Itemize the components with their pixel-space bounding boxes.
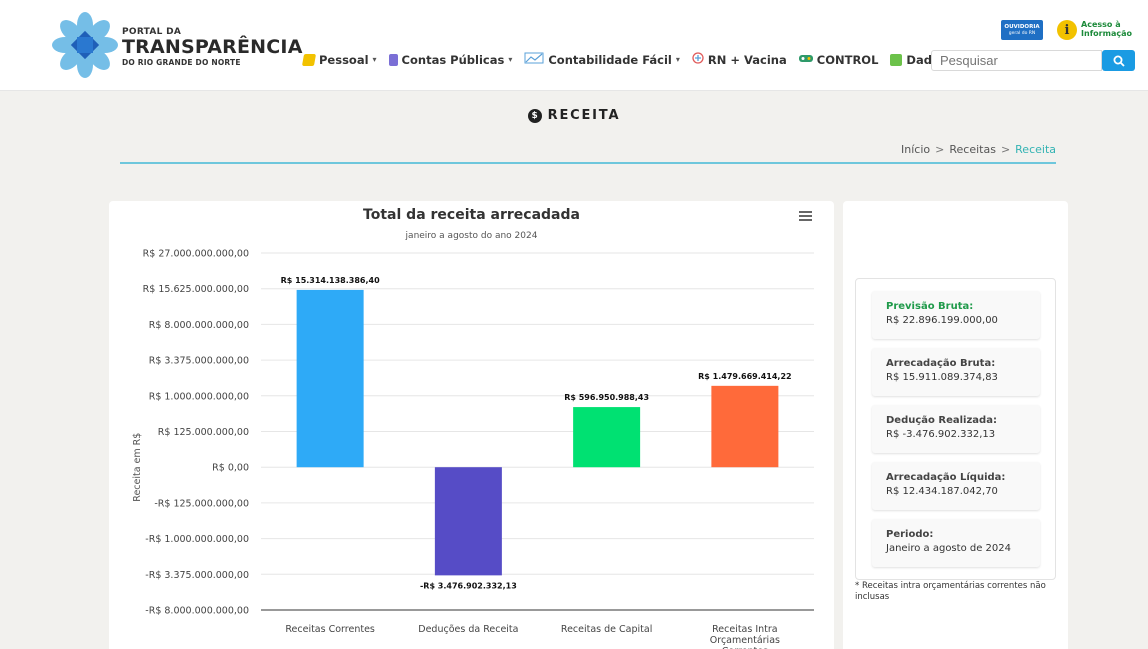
chevron-down-icon: ▾ [372,55,377,64]
y-axis-label: Receita em R$ [132,433,143,502]
stat-value: R$ 15.911.089.374,83 [886,372,998,383]
y-tick-label: -R$ 8.000.000.000,00 [145,606,249,617]
summary-card: Previsão Bruta: R$ 22.896.199.000,00 Arr… [843,201,1068,649]
search-icon [1113,55,1125,67]
ouvidoria-line2: geral do RN [1008,30,1036,36]
nav-item-control[interactable]: CONTROL [798,52,879,67]
x-category-label: Receitas de Capital [561,624,652,635]
y-tick-label: -R$ 3.375.000.000,00 [145,570,249,581]
data-label: R$ 15.314.138.386,40 [281,276,380,285]
logo-line1: PORTAL DA [122,27,182,37]
summary-panel: Previsão Bruta: R$ 22.896.199.000,00 Arr… [855,278,1056,580]
search-button[interactable] [1102,50,1135,71]
info-icon: i [1057,20,1078,40]
breadcrumb-separator-icon: > [1000,143,1011,156]
person-badge-icon [301,53,317,66]
nav-label: Pessoal [319,52,369,67]
y-tick-label: R$ 0,00 [212,463,249,474]
breadcrumb: Início > Receitas > Receita [901,143,1056,156]
y-tick-label: R$ 3.375.000.000,00 [149,356,249,367]
logo-line3: DO RIO GRANDE DO NORTE [122,58,241,67]
control-icon [798,52,813,67]
data-label: R$ 1.479.669.414,22 [698,372,791,381]
stat-value: R$ -3.476.902.332,13 [886,429,996,440]
stat-label: Arrecadação Bruta: [886,358,996,369]
stat-arrecadacao-liquida: Arrecadação Líquida: R$ 12.434.187.042,7… [872,462,1040,510]
breadcrumb-item-receita: Receita [1015,143,1056,156]
portal-logo-text[interactable]: PORTAL DA TRANSPARÊNCIA DO RIO GRANDE DO… [122,28,303,67]
stat-deducao-realizada: Dedução Realizada: R$ -3.476.902.332,13 [872,405,1040,453]
y-tick-label: R$ 1.000.000.000,00 [149,391,249,402]
nav-label: Contabilidade Fácil [548,52,672,67]
acesso-line1: Acesso à [1081,20,1121,30]
chart-card: Total da receita arrecadada janeiro a ag… [109,201,834,649]
x-category-label: Correntes [722,646,768,649]
stat-value: R$ 12.434.187.042,70 [886,486,998,497]
acesso-line2: Informação [1081,29,1132,38]
summary-note: * Receitas intra orçamentárias correntes… [855,581,1046,603]
header: PORTAL DA TRANSPARÊNCIA DO RIO GRANDE DO… [0,0,1148,91]
page-title: $ RECEITA [0,108,1148,123]
top-badges: OUVIDORIA geral do RN i Acesso à Informa… [1001,20,1132,40]
chevron-down-icon: ▾ [508,55,513,64]
stat-label: Previsão Bruta: [886,301,974,312]
stat-periodo: Periodo: Janeiro a agosto de 2024 [872,519,1040,567]
money-icon: $ [527,108,542,123]
document-icon [388,53,398,66]
bar-3 [573,407,641,468]
ouvidoria-line1: OUVIDORIA [1004,24,1040,30]
chart-line-icon [524,52,544,67]
logo-line2: TRANSPARÊNCIA [122,36,303,58]
vaccine-icon [692,52,704,67]
y-tick-label: R$ 27.000.000.000,00 [143,249,249,260]
stat-label: Arrecadação Líquida: [886,472,1006,483]
nav-item-pessoal[interactable]: Pessoal ▾ [301,52,377,67]
y-tick-label: -R$ 1.000.000.000,00 [145,534,249,545]
chart-menu-icon[interactable] [799,211,812,221]
y-tick-label: R$ 8.000.000.000,00 [149,320,249,331]
chevron-down-icon: ▾ [675,55,680,64]
stat-label: Periodo: [886,529,934,540]
bar-2 [434,467,502,576]
title-divider [120,162,1056,164]
data-label: -R$ 3.476.902.332,13 [420,581,517,590]
breadcrumb-item-receitas[interactable]: Receitas [949,143,996,156]
data-label: R$ 596.950.988,43 [564,393,649,402]
stat-arrecadacao-bruta: Arrecadação Bruta: R$ 15.911.089.374,83 [872,348,1040,396]
stat-value: Janeiro a agosto de 2024 [886,543,1011,554]
stat-value: R$ 22.896.199.000,00 [886,315,998,326]
y-tick-label: R$ 125.000.000,00 [158,427,249,438]
nav-label: CONTROL [816,52,879,67]
nav-item-contabilidade-facil[interactable]: Contabilidade Fácil ▾ [524,52,680,67]
chart-subtitle: janeiro a agosto do ano 2024 [405,231,538,241]
search-input[interactable] [931,50,1102,71]
x-category-label: Deduções da Receita [418,624,518,635]
nav-label: Contas Públicas [401,52,505,67]
chart-title: Total da receita arrecadada [363,207,580,223]
ouvidoria-link[interactable]: OUVIDORIA geral do RN [1001,20,1044,40]
revenue-bar-chart: R$ 27.000.000.000,00 R$ 15.625.000.000,00… [132,249,814,649]
nav-label: RN + Vacina [707,52,787,67]
acesso-informacao-link[interactable]: i Acesso à Informação [1057,20,1132,40]
breadcrumb-item-inicio[interactable]: Início [901,143,931,156]
nav-item-rn-vacina[interactable]: RN + Vacina [692,52,787,67]
x-category-label: Receitas Intra [712,624,778,635]
main-nav: Pessoal ▾ Contas Públicas ▾ Contabilidad… [301,52,1002,67]
x-category-label: Orçamentárias [710,635,780,646]
y-tick-label: R$ 15.625.000.000,00 [143,284,249,295]
x-category-label: Receitas Correntes [285,624,375,635]
y-tick-label: -R$ 125.000.000,00 [154,498,249,509]
breadcrumb-separator-icon: > [935,143,945,156]
bar-4 [711,385,779,468]
stat-label: Dedução Realizada: [886,415,997,426]
stat-previsao-bruta: Previsão Bruta: R$ 22.896.199.000,00 [872,291,1040,339]
bar-1 [296,289,364,468]
nav-item-contas-publicas[interactable]: Contas Públicas ▾ [388,52,513,67]
folder-icon [890,53,903,66]
portal-logo-icon[interactable] [52,12,118,78]
page-title-text: RECEITA [547,108,621,123]
